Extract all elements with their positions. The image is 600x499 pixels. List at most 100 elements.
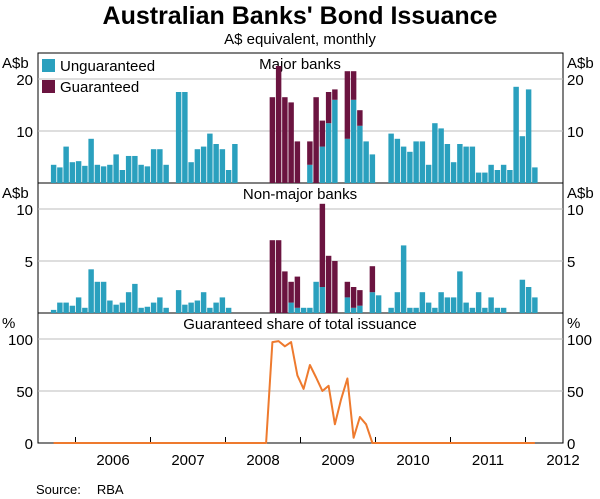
x-tick-label: 2006 <box>96 452 129 469</box>
guaranteed-bar <box>294 276 301 308</box>
unguaranteed-bar <box>432 123 438 183</box>
unguaranteed-bar <box>138 164 144 183</box>
source-note: Source: RBA <box>36 482 124 497</box>
unguaranteed-bar <box>188 302 194 313</box>
unguaranteed-bar <box>394 138 401 183</box>
unguaranteed-bar <box>213 144 219 183</box>
guaranteed-bar <box>344 281 351 298</box>
y-tick-label-left: 5 <box>25 254 33 271</box>
unguaranteed-bar <box>313 281 319 313</box>
unguaranteed-bar <box>463 146 469 183</box>
unguaranteed-bar <box>107 300 113 313</box>
unguaranteed-bar <box>419 292 426 313</box>
unguaranteed-bar <box>450 162 457 183</box>
unguaranteed-bar <box>194 300 201 313</box>
guaranteed-bar <box>325 255 332 313</box>
unguaranteed-bar <box>88 138 94 183</box>
unguaranteed-bar <box>94 164 101 183</box>
y-axis-unit-left: % <box>2 315 15 332</box>
panel-title: Guaranteed share of total issuance <box>183 316 416 333</box>
unguaranteed-bar <box>50 164 57 183</box>
unguaranteed-bar <box>207 133 213 183</box>
unguaranteed-bar <box>157 149 163 183</box>
unguaranteed-bar <box>232 144 238 183</box>
guaranteed-bar <box>282 97 288 183</box>
y-tick-label-left: 50 <box>16 384 33 401</box>
unguaranteed-bar <box>463 302 469 313</box>
unguaranteed-bar <box>94 281 101 313</box>
unguaranteed-bar <box>363 141 369 183</box>
unguaranteed-bar <box>69 305 76 313</box>
unguaranteed-bar <box>350 307 357 313</box>
unguaranteed-bar <box>57 302 63 313</box>
guaranteed-bar <box>319 203 326 287</box>
panel-title: Major banks <box>259 56 341 73</box>
guaranteed-bar <box>319 120 326 147</box>
unguaranteed-bar <box>63 302 69 313</box>
y-tick-label-right: 20 <box>567 72 584 89</box>
unguaranteed-bar <box>450 297 457 313</box>
guaranteed-bar <box>344 71 351 139</box>
guaranteed-bar <box>275 66 282 183</box>
panel-title: Non-major banks <box>243 186 357 203</box>
unguaranteed-bar <box>57 167 63 183</box>
unguaranteed-bar <box>438 292 444 313</box>
unguaranteed-bar <box>144 306 151 313</box>
guaranteed-bar <box>350 71 357 100</box>
unguaranteed-bar <box>369 292 376 313</box>
unguaranteed-bar <box>125 155 132 183</box>
unguaranteed-bar <box>494 170 501 183</box>
unguaranteed-bar <box>225 307 232 313</box>
y-tick-label-right: 10 <box>567 124 584 141</box>
unguaranteed-bar <box>300 307 307 313</box>
unguaranteed-bar <box>425 302 432 313</box>
legend-label-unguaranteed: Unguaranteed <box>60 58 155 75</box>
guaranteed-bar <box>282 271 288 313</box>
unguaranteed-bar <box>113 304 119 313</box>
source-value: RBA <box>96 482 124 497</box>
unguaranteed-bar <box>225 170 232 183</box>
x-tick-label: 2009 <box>321 452 354 469</box>
guaranteed-bar <box>269 240 276 313</box>
unguaranteed-bar <box>69 162 76 183</box>
legend-label-guaranteed: Guaranteed <box>60 79 139 96</box>
y-axis-unit-left: A$b <box>2 55 29 72</box>
guaranteed-bar <box>288 102 294 183</box>
unguaranteed-bar <box>63 146 69 183</box>
unguaranteed-bar <box>150 149 157 183</box>
unguaranteed-bar <box>350 99 357 183</box>
guaranteed-bar <box>357 290 363 306</box>
unguaranteed-bar <box>294 307 301 313</box>
unguaranteed-bar <box>175 92 182 183</box>
unguaranteed-bar <box>119 170 126 183</box>
unguaranteed-bar <box>488 297 494 313</box>
y-axis-unit-right: % <box>567 315 580 332</box>
unguaranteed-bar <box>188 162 194 183</box>
unguaranteed-bar <box>457 144 463 183</box>
unguaranteed-bar <box>50 309 57 313</box>
chart-subtitle: A$ equivalent, monthly <box>224 31 376 48</box>
unguaranteed-bar <box>444 144 451 183</box>
unguaranteed-bar <box>469 146 476 183</box>
unguaranteed-bar <box>507 170 513 183</box>
unguaranteed-bar <box>482 172 488 183</box>
unguaranteed-bar <box>444 297 451 313</box>
unguaranteed-bar <box>532 297 538 313</box>
y-tick-label-left: 100 <box>8 332 33 349</box>
unguaranteed-bar <box>144 166 151 183</box>
guaranteed-bar <box>313 97 319 183</box>
unguaranteed-bar <box>432 307 438 313</box>
x-tick-label: 2008 <box>246 452 279 469</box>
unguaranteed-bar <box>325 123 332 183</box>
unguaranteed-bar <box>469 307 476 313</box>
unguaranteed-bar <box>500 164 507 183</box>
unguaranteed-bar <box>369 154 376 183</box>
unguaranteed-bar <box>482 307 488 313</box>
unguaranteed-bar <box>425 164 432 183</box>
unguaranteed-bar <box>132 155 138 183</box>
unguaranteed-bar <box>100 166 107 183</box>
unguaranteed-bar <box>525 287 532 313</box>
unguaranteed-bar <box>219 297 226 313</box>
x-tick-label: 2011 <box>472 452 504 469</box>
